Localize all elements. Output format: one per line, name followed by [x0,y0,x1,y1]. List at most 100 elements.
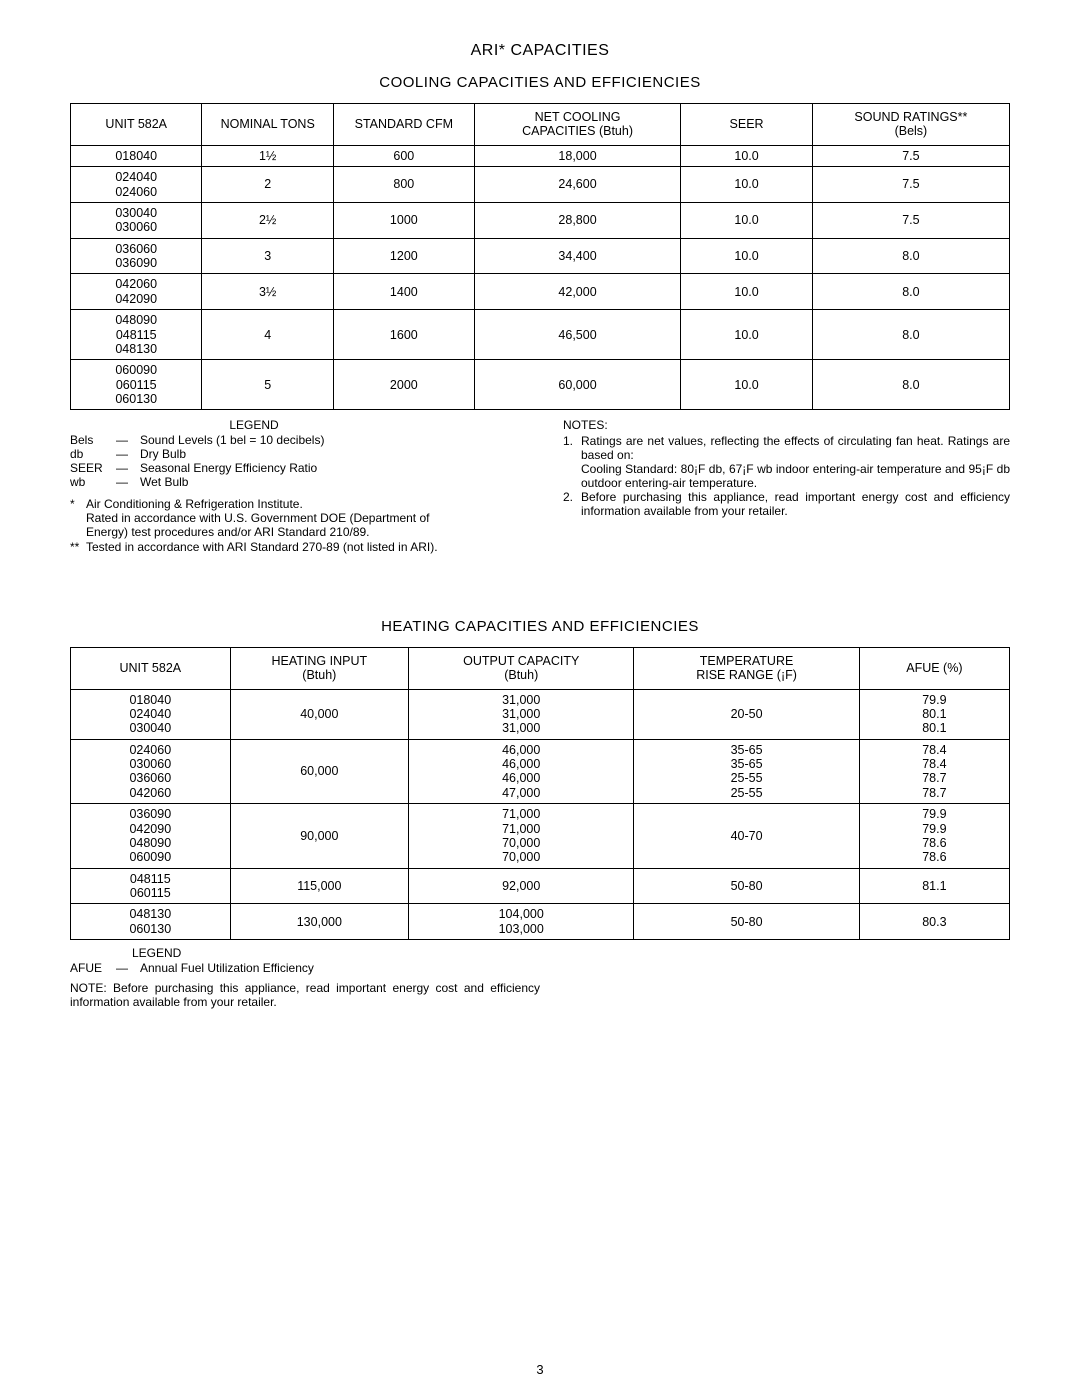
table-row: 036090 042090 048090 06009090,00071,000 … [71,804,1010,869]
cell: 8.0 [812,238,1009,274]
cell: 40,000 [230,689,408,739]
legend-term: SEER [70,461,116,475]
cell: 2 [202,167,333,203]
table-row: 048090 048115 0481304160046,50010.08.0 [71,310,1010,360]
cooling-footer-cols: LEGEND Bels—Sound Levels (1 bel = 10 dec… [70,418,1010,553]
cell: 78.4 78.4 78.7 78.7 [859,739,1009,804]
footnote-mark: * [70,497,86,539]
note-row: 1.Ratings are net values, reflecting the… [563,434,1010,491]
table-row: 0180401½60018,00010.07.5 [71,145,1010,166]
cell: 92,000 [409,868,634,904]
cooling-table: UNIT 582ANOMINAL TONSSTANDARD CFMNET COO… [70,103,1010,410]
cell: 8.0 [812,310,1009,360]
heating-header-row: UNIT 582AHEATING INPUT (Btuh)OUTPUT CAPA… [71,647,1010,689]
cell: 1600 [333,310,474,360]
heat-col-header: HEATING INPUT (Btuh) [230,647,408,689]
table-row: 036060 0360903120034,40010.08.0 [71,238,1010,274]
cell: 130,000 [230,904,408,940]
cell: 600 [333,145,474,166]
cell: 024060 030060 036060 042060 [71,739,231,804]
legend-def: Seasonal Energy Efficiency Ratio [140,461,517,475]
legend-row: wb—Wet Bulb [70,475,517,489]
cell: 7.5 [812,167,1009,203]
legend-row: db—Dry Bulb [70,447,517,461]
cell: 60,000 [230,739,408,804]
cell: 60,000 [474,360,681,410]
cell: 79.9 79.9 78.6 78.6 [859,804,1009,869]
note-row: 2.Before purchasing this appliance, read… [563,490,1010,518]
cell: 4 [202,310,333,360]
heat-legend-dash: — [116,961,140,975]
heat-note: NOTE: Before purchasing this appliance, … [70,981,540,1010]
cell: 3½ [202,274,333,310]
cell: 18,000 [474,145,681,166]
note-text: Before purchasing this appliance, read i… [581,490,1010,518]
footnote-mark: ** [70,540,86,554]
heat-col-header: UNIT 582A [71,647,231,689]
cool-col-header: UNIT 582A [71,104,202,146]
cell: 81.1 [859,868,1009,904]
cell: 42,000 [474,274,681,310]
heat-legend-term: AFUE [70,961,116,975]
cell: 8.0 [812,274,1009,310]
legend-def: Sound Levels (1 bel = 10 decibels) [140,433,517,447]
cell: 104,000 103,000 [409,904,634,940]
cell: 24,600 [474,167,681,203]
legend-term: db [70,447,116,461]
table-row: 024040 024060280024,60010.07.5 [71,167,1010,203]
cell: 79.9 80.1 80.1 [859,689,1009,739]
cooling-legend-col: LEGEND Bels—Sound Levels (1 bel = 10 dec… [70,418,517,553]
heating-footer: LEGEND AFUE — Annual Fuel Utilization Ef… [70,946,540,1010]
page-number: 3 [0,1362,1080,1377]
note-num: 1. [563,434,581,491]
cell: 10.0 [681,167,812,203]
heat-col-header: OUTPUT CAPACITY (Btuh) [409,647,634,689]
cooling-footnotes: *Air Conditioning & Refrigeration Instit… [70,497,517,554]
heat-col-header: TEMPERATURE RISE RANGE (¡F) [634,647,859,689]
cell: 90,000 [230,804,408,869]
cell: 060090 060115 060130 [71,360,202,410]
cell: 048130 060130 [71,904,231,940]
footnote-text: Air Conditioning & Refrigeration Institu… [86,497,517,539]
cell: 8.0 [812,360,1009,410]
heat-legend-def: Annual Fuel Utilization Efficiency [140,961,540,975]
heating-title: HEATING CAPACITIES AND EFFICIENCIES [70,618,1010,635]
footnote-row: *Air Conditioning & Refrigeration Instit… [70,497,517,539]
legend-title: LEGEND [124,418,384,432]
legend-def: Wet Bulb [140,475,517,489]
cell: 1½ [202,145,333,166]
cell: 024040 024060 [71,167,202,203]
cell: 3 [202,238,333,274]
cool-col-header: STANDARD CFM [333,104,474,146]
cell: 40-70 [634,804,859,869]
legend-term: wb [70,475,116,489]
cell: 1200 [333,238,474,274]
cell: 20-50 [634,689,859,739]
legend-def: Dry Bulb [140,447,517,461]
cell: 10.0 [681,238,812,274]
notes-title: NOTES: [563,418,1010,432]
cell: 5 [202,360,333,410]
table-row: 048130 060130130,000104,000 103,00050-80… [71,904,1010,940]
legend-row: Bels—Sound Levels (1 bel = 10 decibels) [70,433,517,447]
page: ARI* CAPACITIES COOLING CAPACITIES AND E… [0,0,1080,1397]
cell: 10.0 [681,360,812,410]
cell: 7.5 [812,202,1009,238]
cell: 048115 060115 [71,868,231,904]
cell: 31,000 31,000 31,000 [409,689,634,739]
note-num: 2. [563,490,581,518]
table-row: 042060 0420903½140042,00010.08.0 [71,274,1010,310]
legend-dash: — [116,461,140,475]
cell: 80.3 [859,904,1009,940]
heating-table: UNIT 582AHEATING INPUT (Btuh)OUTPUT CAPA… [70,647,1010,940]
cell: 115,000 [230,868,408,904]
legend-dash: — [116,447,140,461]
main-title: ARI* CAPACITIES [70,42,1010,60]
table-row: 018040 024040 03004040,00031,000 31,000 … [71,689,1010,739]
heat-col-header: AFUE (%) [859,647,1009,689]
cell: 036090 042090 048090 060090 [71,804,231,869]
cell: 800 [333,167,474,203]
cell: 35-65 35-65 25-55 25-55 [634,739,859,804]
cool-col-header: SOUND RATINGS** (Bels) [812,104,1009,146]
note-text: Ratings are net values, reflecting the e… [581,434,1010,491]
